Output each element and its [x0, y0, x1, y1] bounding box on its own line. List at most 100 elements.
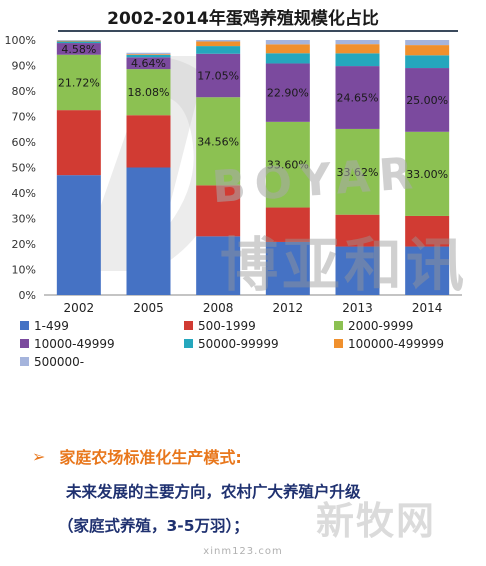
bar-segment	[405, 215, 450, 247]
title-underline	[58, 30, 458, 32]
y-tick-label: 70%	[12, 111, 36, 124]
bullet-title: 家庭农场标准化生产模式:	[59, 448, 242, 467]
legend-swatch	[20, 339, 29, 348]
data-label: 21.72%	[58, 76, 100, 89]
bar-segment	[56, 54, 101, 111]
legend-swatch	[20, 321, 29, 330]
arrow-bullet-icon: ➢	[32, 446, 46, 466]
bar-segment	[196, 46, 241, 54]
bar-segment	[196, 40, 241, 42]
legend-label: 500-1999	[198, 319, 256, 333]
y-tick-label: 80%	[12, 85, 36, 98]
bar-segment	[56, 41, 101, 44]
bar-segment	[196, 185, 241, 237]
bar-segment	[126, 57, 171, 70]
watermark-site-cn: 新牧网	[316, 499, 437, 543]
x-tick-label: 2002	[64, 301, 95, 315]
bar-segment	[405, 40, 450, 46]
bar-segment	[265, 40, 310, 45]
legend-swatch	[184, 321, 193, 330]
y-axis: 0% 10% 20% 30% 40% 50% 60% 70% 80% 90% 100%	[5, 34, 36, 302]
bullet-section: ➢ 家庭农场标准化生产模式: 未来发展的主要方向，农村广大养殖户升级 （家庭式养…	[32, 444, 472, 536]
bar-segment	[265, 241, 310, 295]
bar-segment	[335, 53, 380, 67]
bar-segment	[265, 63, 310, 122]
bar-segment	[335, 40, 380, 45]
y-tick-label: 20%	[12, 238, 36, 251]
data-label: 4.64%	[131, 57, 166, 70]
bar-segment	[405, 55, 450, 69]
bar-segment	[405, 68, 450, 132]
bar-segment	[335, 246, 380, 295]
bar-segment	[335, 66, 380, 129]
bar-segment	[126, 54, 171, 55]
x-tick-label: 2014	[412, 301, 443, 315]
bar-series-group	[56, 40, 450, 295]
bar-segment	[405, 246, 450, 295]
legend-swatch	[334, 339, 343, 348]
data-label: 34.56%	[197, 135, 239, 148]
bullet-line-3: （家庭式养殖，3-5万羽）；	[58, 517, 249, 535]
footer-url: xinm123.com	[203, 546, 283, 557]
data-label-group: 21.72% 4.58% 18.08% 4.64% 34.56% 17.05% 33.60%…	[58, 43, 448, 181]
chart-title: 2002-2014年蛋鸡养殖规模化占比	[107, 9, 379, 29]
bar-segment	[196, 97, 241, 186]
legend-swatch	[184, 339, 193, 348]
bar-segment	[335, 44, 380, 54]
data-label: 22.90%	[267, 87, 309, 100]
bar-segment	[196, 41, 241, 47]
bar-segment	[405, 45, 450, 56]
x-tick-label: 2013	[342, 301, 373, 315]
data-label: 24.65%	[337, 92, 379, 105]
legend-label: 2000-9999	[348, 319, 413, 333]
y-tick-label: 50%	[12, 162, 36, 175]
bar-segment	[196, 53, 241, 98]
bar-segment	[56, 110, 101, 176]
bar-segment	[126, 52, 171, 55]
data-label: 33.60%	[267, 159, 309, 172]
bar-segment	[265, 121, 310, 208]
data-label: 33.00%	[406, 168, 448, 181]
data-label: 17.05%	[197, 69, 239, 82]
data-label: 18.08%	[128, 86, 170, 99]
y-tick-label: 90%	[12, 60, 36, 73]
legend-swatch	[20, 357, 29, 366]
bar-segment	[126, 167, 171, 295]
bullet-heading: ➢ 家庭农场标准化生产模式:	[32, 444, 472, 468]
stacked-bar-chart: 0% 10% 20% 30% 40% 50% 60% 70% 80% 90% 100% 2002 20…	[5, 34, 462, 369]
y-tick-label: 40%	[12, 187, 36, 200]
bar-segment	[126, 115, 171, 168]
bar-segment	[126, 54, 171, 58]
legend-swatch	[334, 321, 343, 330]
y-tick-label: 100%	[5, 34, 36, 47]
legend-label: 50000-99999	[198, 337, 279, 351]
legend-label: 100000-499999	[348, 337, 444, 351]
y-tick-label: 60%	[12, 136, 36, 149]
y-tick-label: 30%	[12, 213, 36, 226]
legend-label: 500000-	[34, 355, 84, 369]
bar-segment	[56, 40, 101, 42]
y-tick-label: 0%	[19, 289, 36, 302]
x-tick-label: 2012	[273, 301, 304, 315]
x-tick-label: 2005	[133, 301, 164, 315]
bar-segment	[335, 214, 380, 247]
bar-segment	[265, 44, 310, 54]
y-tick-label: 10%	[12, 264, 36, 277]
bar-segment	[405, 131, 450, 216]
bar-segment	[265, 207, 310, 242]
bar-segment	[56, 43, 101, 55]
bar-segment	[265, 53, 310, 64]
data-label: 33.62%	[337, 166, 379, 179]
watermark-boyar-cn: 博亚和讯	[220, 231, 469, 299]
bar-segment	[56, 40, 101, 41]
bar-segment	[335, 128, 380, 215]
bar-segment	[126, 69, 171, 116]
bar-segment	[196, 236, 241, 295]
legend-label: 1-499	[34, 319, 69, 333]
legend-label: 10000-49999	[34, 337, 115, 351]
data-label: 25.00%	[406, 94, 448, 107]
x-axis: 2002 2005 2008 2012 2013 2014	[44, 294, 462, 315]
legend: 1-499 500-1999 2000-9999 10000-49999 50000-9…	[20, 319, 444, 369]
bar-segment	[56, 175, 101, 295]
